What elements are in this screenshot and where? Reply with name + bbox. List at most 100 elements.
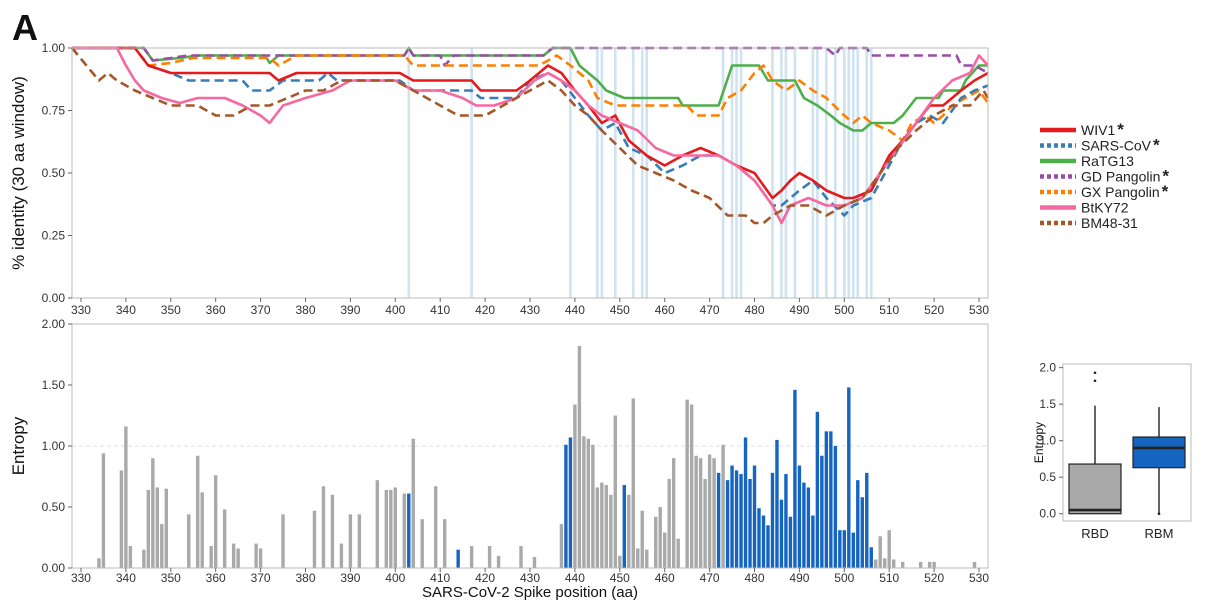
bottom-x-tick-label: 340 [116, 571, 136, 585]
bottom-x-tick-label: 460 [655, 571, 675, 585]
bottom-y-tick-label: 0.00 [42, 561, 66, 575]
entropy-bar-452 [627, 494, 631, 568]
entropy-bar-431 [532, 557, 537, 568]
top-y-tick-label: 0.75 [42, 104, 66, 118]
shaded-position-486 [780, 48, 783, 298]
entropy-bar-347 [155, 487, 160, 568]
entropy-bar-362 [222, 509, 227, 568]
bottom-x-tick-label: 410 [430, 571, 450, 585]
entropy-bar-472 [716, 472, 721, 568]
bottom-x-tick-label: 380 [295, 571, 315, 585]
bottom-x-tick-label: 430 [520, 571, 540, 585]
box-category-label: RBD [1081, 526, 1108, 541]
entropy-bar-508 [878, 536, 882, 568]
legend-label: RaTG13 [1081, 153, 1134, 169]
entropy-bar-493 [811, 515, 815, 568]
entropy-bar-448 [609, 494, 613, 568]
entropy-bar-444 [591, 444, 595, 568]
top-y-axis-label: % identity (30 aa window) [9, 76, 28, 270]
legend-label: WIV1 [1081, 122, 1115, 138]
top-x-tick-label: 350 [161, 303, 181, 317]
entropy-bar-470 [707, 454, 712, 568]
shaded-position-502 [851, 48, 855, 298]
entropy-bar-485 [775, 439, 779, 568]
entropy-bar-467 [694, 455, 698, 568]
top-x-tick-label: 410 [430, 303, 450, 317]
entropy-bar-375 [281, 514, 285, 568]
entropy-bar-471 [712, 458, 716, 568]
entropy-bar-340 [124, 426, 128, 568]
shaded-position-506 [869, 48, 873, 298]
box-outlier [1093, 379, 1097, 383]
shaded-position-487 [784, 48, 788, 298]
series-line-gx-pangolin [72, 46, 990, 142]
bottom-x-tick-label: 450 [610, 571, 630, 585]
bottom-x-tick-label: 500 [834, 571, 854, 585]
entropy-bar-462 [671, 458, 676, 568]
top-y-tick-label: 0.50 [42, 166, 66, 180]
entropy-bar-341 [128, 546, 133, 568]
entropy-bar-474 [725, 480, 730, 568]
identity-line-chart: 330 340 350 360 370 380 390 400 410 420 430 440 450 4… [9, 41, 989, 317]
top-x-tick-label: 490 [789, 303, 809, 317]
entropy-bar-454 [636, 548, 640, 568]
entropy-bar-495 [820, 455, 824, 568]
entropy-bar-404 [411, 438, 415, 568]
entropy-bars [97, 345, 977, 568]
entropy-bar-349 [164, 488, 168, 568]
entropy-bar-519 [927, 561, 932, 568]
entropy-bar-411 [442, 519, 447, 568]
entropy-bar-443 [586, 438, 591, 568]
bottom-x-tick-label: 330 [71, 571, 91, 585]
bottom-x-tick-label: 400 [385, 571, 405, 585]
entropy-bar-482 [761, 515, 766, 568]
entropy-bar-356 [196, 455, 200, 568]
entropy-bar-487 [784, 474, 788, 568]
entropy-bar-483 [766, 525, 770, 568]
entropy-bar-421 [487, 546, 492, 568]
box-y-tick-label: 1.0 [1039, 434, 1056, 448]
box-plot-frame [1062, 363, 1192, 522]
legend-asterisk: * [1117, 120, 1124, 139]
entropy-bar-480 [752, 465, 757, 568]
box-category-label: RBM [1145, 526, 1174, 541]
entropy-bar-400 [393, 487, 397, 568]
shaded-position-475 [730, 48, 734, 298]
entropy-bar-466 [689, 404, 694, 568]
entropy-bar-439 [568, 437, 573, 568]
entropy-bar-477 [739, 474, 743, 568]
entropy-bar-406 [420, 519, 424, 568]
entropy-bar-459 [658, 507, 662, 568]
bottom-x-tick-label: 490 [789, 571, 809, 585]
bottom-y-tick-label: 1.50 [42, 378, 66, 392]
bottom-x-tick-label: 530 [969, 571, 989, 585]
entropy-bar-498 [833, 446, 838, 568]
entropy-bar-403 [407, 493, 411, 568]
entropy-bar-502 [851, 532, 855, 568]
shaded-position-505 [865, 48, 869, 298]
entropy-bar-520 [932, 561, 936, 568]
bottom-y-tick-label: 1.00 [42, 439, 66, 453]
top-x-tick-label: 400 [385, 303, 405, 317]
entropy-bar-346 [151, 458, 155, 568]
top-x-tick-label: 510 [879, 303, 899, 317]
entropy-bar-354 [187, 514, 191, 568]
entropy-bar-465 [685, 399, 689, 568]
legend-label: BtKY72 [1081, 200, 1129, 216]
shaded-position-456 [645, 48, 649, 298]
shaded-position-501 [847, 48, 851, 298]
legend-label: GX Pangolin [1081, 184, 1160, 200]
entropy-bar-334 [97, 558, 101, 568]
bottom-axis-ticks: 330 340 350 360 370 380 390 400 410 420 430 440 450 4… [42, 317, 990, 585]
entropy-bar-499 [838, 530, 842, 568]
entropy-bar-529 [972, 561, 977, 568]
box-rbd [1068, 463, 1122, 515]
top-x-tick-label: 380 [295, 303, 315, 317]
entropy-bar-364 [231, 543, 236, 568]
entropy-bar-386 [330, 494, 335, 568]
box-y-tick-label: 0.0 [1039, 507, 1056, 521]
box-y-tick-label: 2.0 [1039, 361, 1056, 375]
entropy-bar-345 [146, 489, 151, 568]
